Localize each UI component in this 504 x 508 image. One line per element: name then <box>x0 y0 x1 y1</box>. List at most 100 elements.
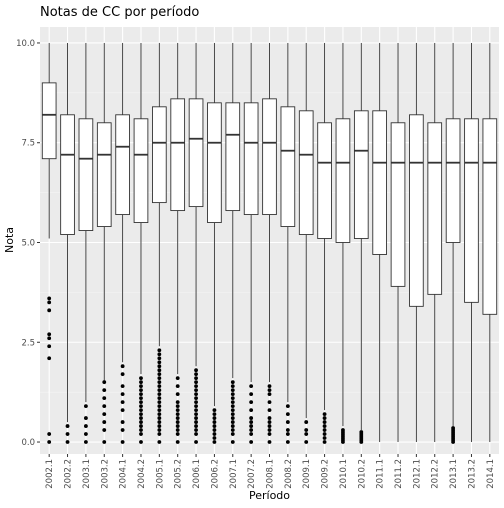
outlier-point <box>157 372 162 377</box>
outlier-point <box>267 408 272 413</box>
outlier-point <box>304 420 309 424</box>
outlier-point <box>322 416 327 420</box>
outlier-point <box>157 376 162 381</box>
outlier-point <box>47 344 52 349</box>
outlier-point <box>175 376 180 381</box>
x-tick-label: 2003.1 <box>82 459 92 489</box>
outlier-point <box>230 380 235 385</box>
outlier-point <box>249 400 254 405</box>
outlier-point <box>157 408 162 413</box>
outlier-point <box>139 432 143 436</box>
outlier-point <box>194 384 198 389</box>
outlier-point <box>175 412 180 416</box>
box-2011.2 <box>390 42 406 443</box>
outlier-point <box>139 416 143 420</box>
box-2013.1 <box>445 42 461 444</box>
iqr-box <box>60 114 75 235</box>
outlier-point <box>175 392 180 397</box>
outlier-point <box>267 416 272 420</box>
outlier-point <box>267 400 272 405</box>
y-axis: 0.0 2.5 5.0 7.5 10.0 <box>16 39 40 448</box>
x-tick-label: 2011.1 <box>376 459 386 489</box>
outlier-point <box>230 416 235 420</box>
iqr-box <box>225 102 241 212</box>
iqr-box <box>78 118 94 231</box>
outlier-point <box>120 392 125 397</box>
x-tick-label: 2009.2 <box>321 459 331 489</box>
iqr-box <box>207 102 222 223</box>
box-2007.2 <box>243 42 259 444</box>
outlier-point <box>304 428 309 432</box>
outlier-point <box>267 424 272 428</box>
x-tick-label: 2011.2 <box>394 459 404 489</box>
outlier-point <box>65 440 70 444</box>
outlier-point <box>102 428 107 432</box>
outlier-point <box>175 420 180 424</box>
outlier-point <box>175 404 180 409</box>
y-tick-label: 2.5 <box>21 338 35 348</box>
y-axis-label: Nota <box>3 227 16 253</box>
x-tick-label: 2008.2 <box>284 459 294 489</box>
iqr-box <box>133 118 149 223</box>
outlier-point <box>120 384 125 389</box>
outlier-point <box>47 308 52 313</box>
outlier-point <box>47 356 52 361</box>
outlier-point <box>194 416 198 420</box>
outlier-point <box>285 420 290 424</box>
box-2006.1 <box>188 42 204 444</box>
outlier-point <box>120 400 125 405</box>
outlier-point <box>230 432 235 436</box>
outlier-point <box>212 424 217 428</box>
outlier-point <box>212 420 217 424</box>
outlier-point <box>285 404 290 409</box>
outlier-point <box>194 428 198 432</box>
outlier-point <box>267 392 272 397</box>
outlier-point <box>322 428 327 432</box>
outlier-point <box>157 364 162 369</box>
iqr-box <box>390 122 406 287</box>
outlier-point <box>157 348 162 353</box>
outlier-point <box>157 352 162 357</box>
outlier-point <box>322 440 327 444</box>
outlier-point <box>157 404 162 409</box>
x-tick-label: 2014.1 <box>486 459 496 489</box>
outlier-point <box>47 300 52 305</box>
outlier-point <box>157 356 162 361</box>
outlier-point <box>65 432 70 436</box>
box-2012.1 <box>409 42 424 443</box>
outlier-point <box>157 360 162 365</box>
outlier-point <box>175 440 180 444</box>
outlier-point <box>194 392 198 397</box>
outlier-point <box>175 416 180 420</box>
outlier-point <box>285 440 290 444</box>
outlier-point <box>157 416 162 420</box>
x-tick-label: 2009.1 <box>302 459 312 489</box>
outlier-point <box>120 420 125 424</box>
outlier-point <box>230 388 235 393</box>
outlier-point <box>322 432 327 436</box>
y-tick-label: 7.5 <box>21 139 35 149</box>
x-tick-label: 2004.1 <box>119 459 129 489</box>
outlier-point <box>194 432 198 436</box>
boxes-layer <box>41 42 498 444</box>
outlier-point <box>212 436 217 440</box>
outlier-point <box>157 424 162 428</box>
outlier-point <box>102 396 107 401</box>
outlier-point <box>47 440 52 444</box>
outlier-point <box>194 400 198 405</box>
outlier-point <box>304 440 309 444</box>
outlier-point <box>47 432 52 436</box>
outlier-point <box>157 388 162 393</box>
outlier-point <box>230 420 235 424</box>
outlier-point <box>249 420 254 424</box>
outlier-point <box>230 440 235 444</box>
outlier-point <box>230 428 235 432</box>
outlier-point <box>194 424 198 428</box>
iqr-box <box>243 102 259 216</box>
outlier-point <box>120 372 125 377</box>
outlier-point <box>249 440 254 444</box>
outlier-point <box>285 428 290 432</box>
outlier-point <box>102 412 107 416</box>
outlier-point <box>102 404 107 409</box>
